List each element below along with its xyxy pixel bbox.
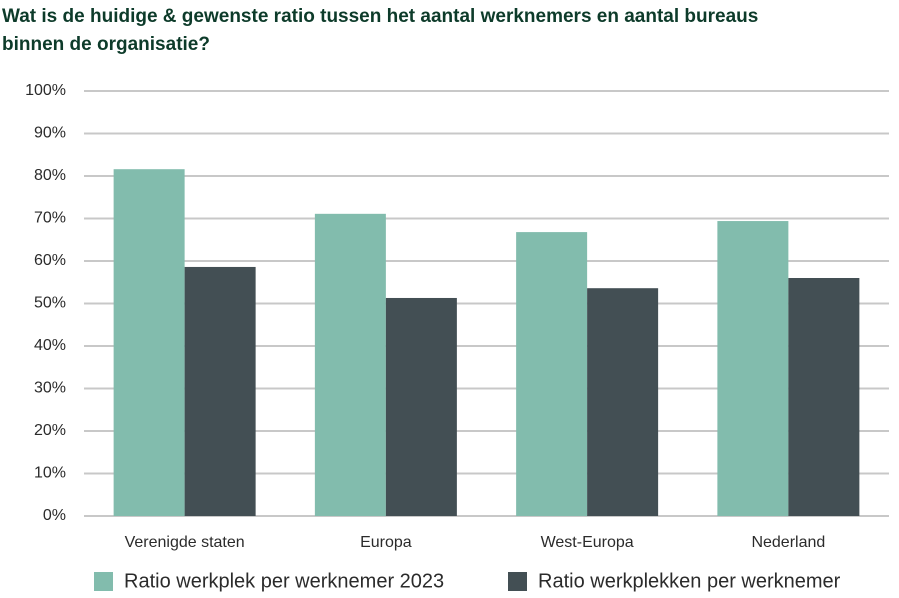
- bar: [385, 297, 457, 516]
- y-tick-label: 90%: [34, 125, 66, 142]
- bar: [314, 213, 386, 516]
- y-tick-label: 20%: [34, 422, 66, 439]
- legend-label: Ratio werkplekken per werknemer: [538, 570, 841, 592]
- y-tick-label: 70%: [34, 210, 66, 227]
- y-tick-label: 80%: [34, 167, 66, 184]
- x-tick-label: Verenigde staten: [125, 534, 245, 551]
- bar: [184, 266, 256, 516]
- y-tick-label: 50%: [34, 295, 66, 312]
- y-tick-label: 10%: [34, 465, 66, 482]
- y-tick-label: 100%: [25, 82, 66, 99]
- chart-title: binnen de organisatie?: [2, 34, 210, 55]
- y-tick-label: 60%: [34, 252, 66, 269]
- legend-label: Ratio werkplek per werknemer 2023: [124, 570, 444, 592]
- bar: [717, 221, 789, 517]
- bar: [113, 169, 185, 516]
- x-tick-label: Europa: [360, 534, 412, 551]
- legend-swatch: [508, 572, 527, 591]
- y-tick-label: 0%: [43, 507, 66, 524]
- bar: [788, 278, 860, 516]
- x-tick-label: West-Europa: [541, 534, 634, 551]
- y-tick-label: 30%: [34, 380, 66, 397]
- bar: [587, 288, 659, 516]
- legend-swatch: [94, 572, 113, 591]
- y-tick-label: 40%: [34, 337, 66, 354]
- bar: [516, 232, 588, 516]
- chart-title: Wat is de huidige & gewenste ratio tusse…: [2, 6, 758, 27]
- x-tick-label: Nederland: [751, 534, 825, 551]
